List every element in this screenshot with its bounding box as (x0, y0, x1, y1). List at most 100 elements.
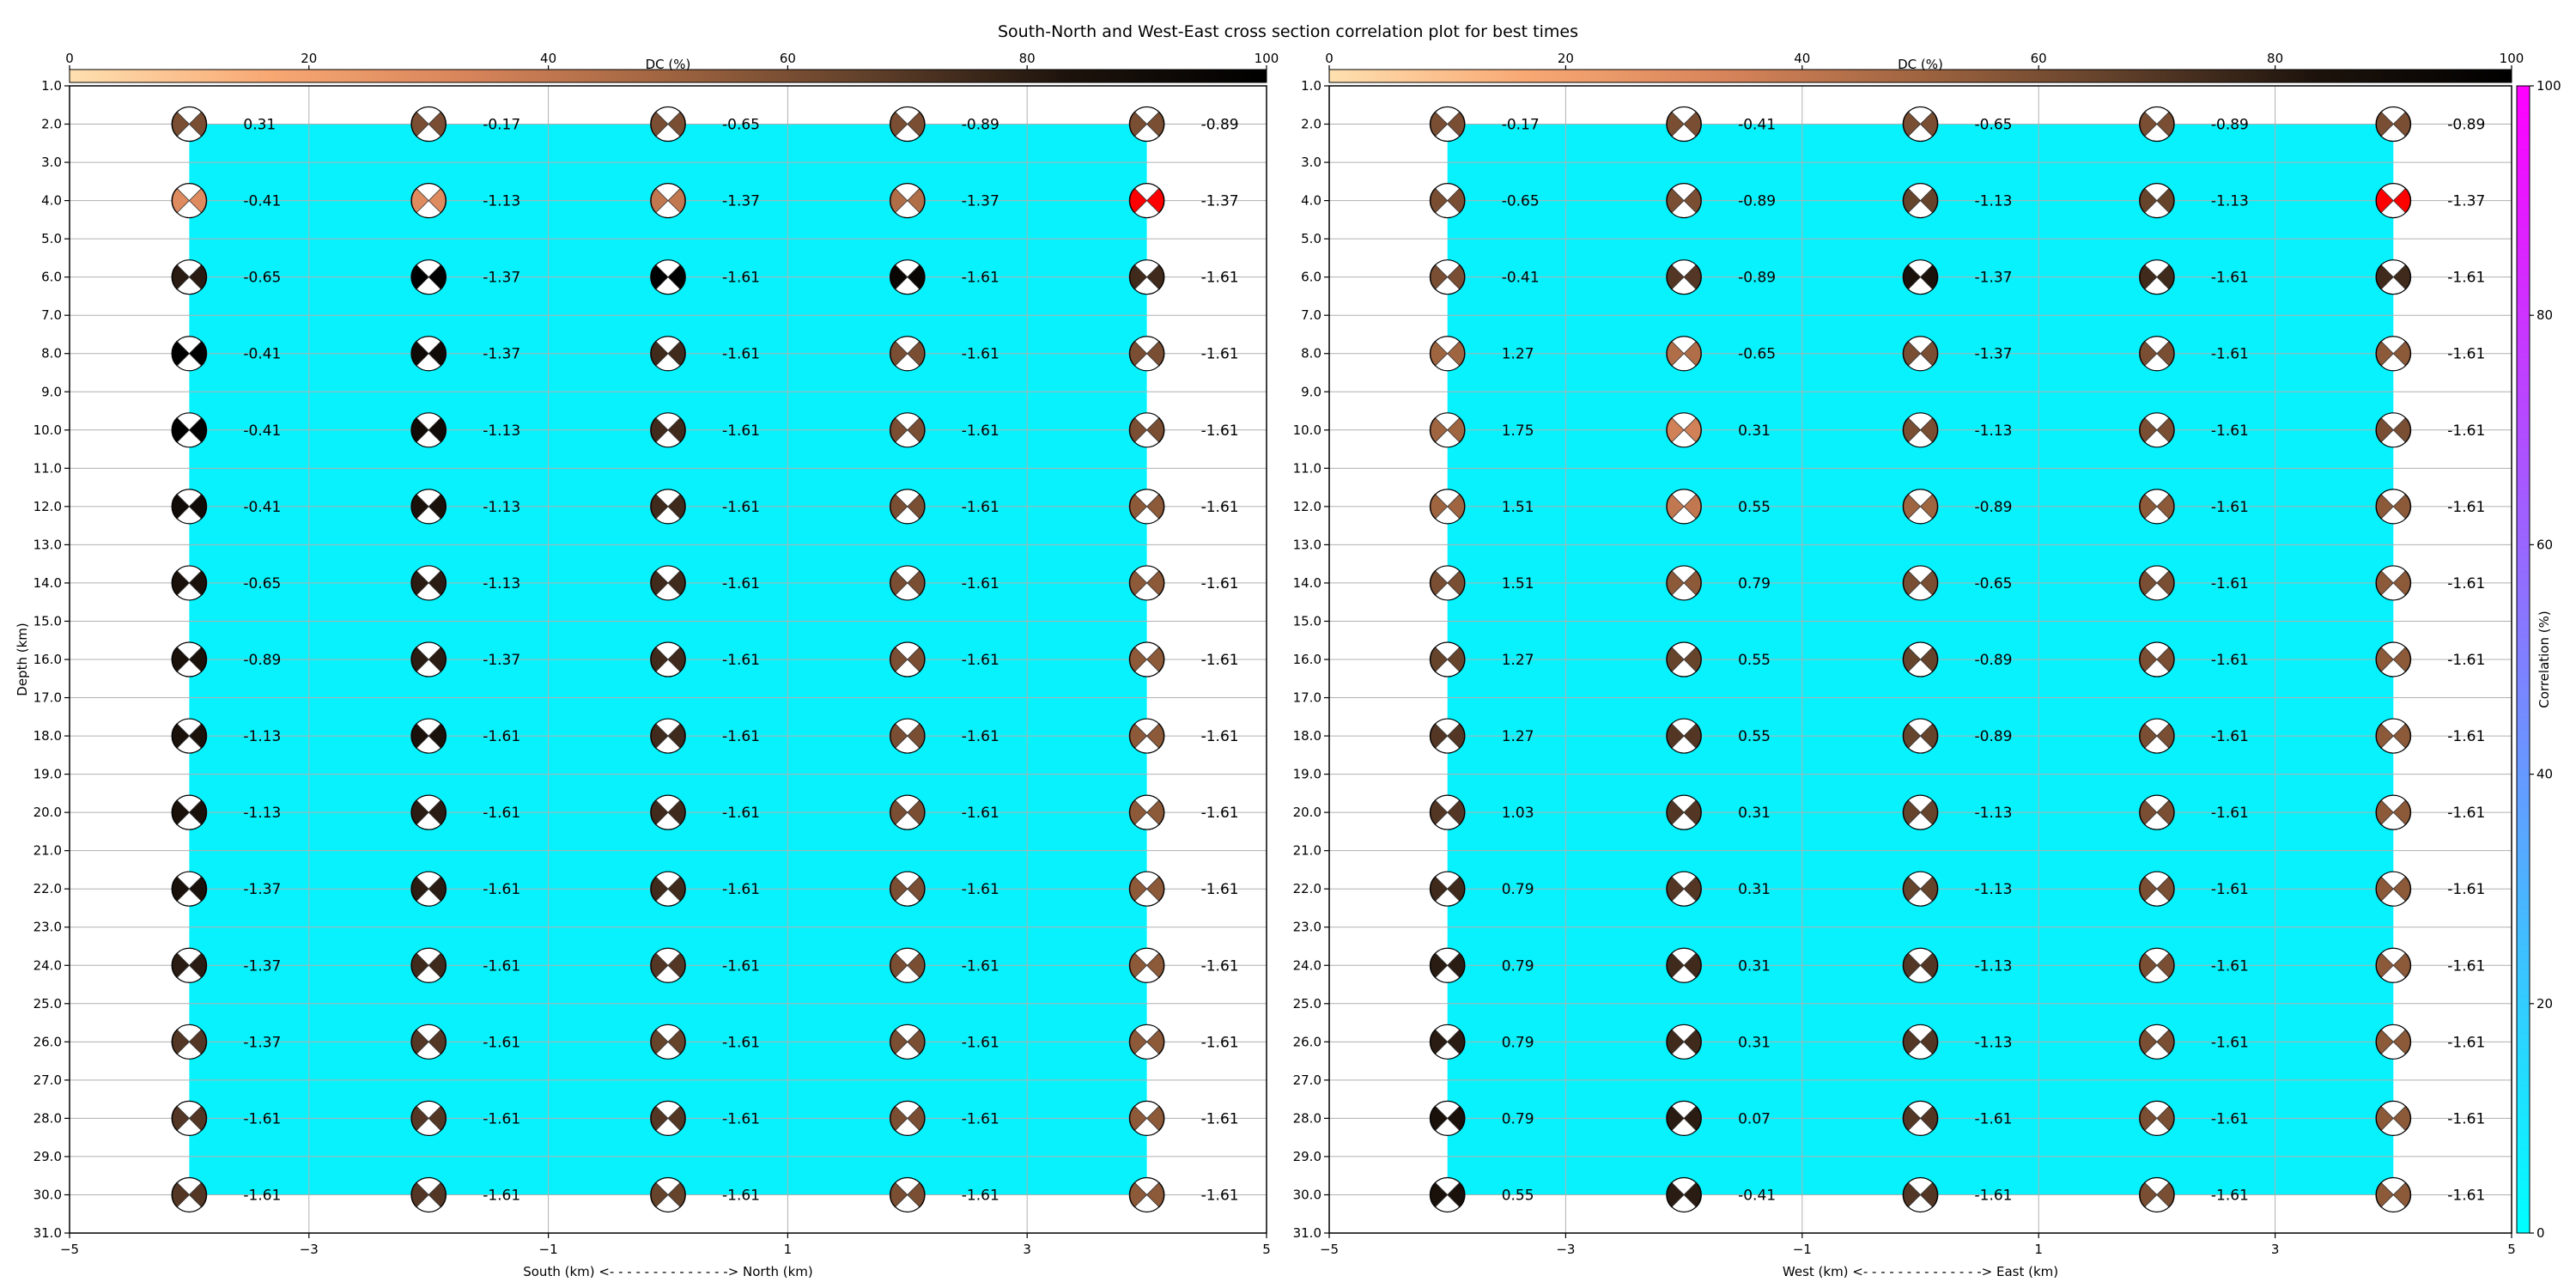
right-cc-label: 0.55 (1738, 499, 1771, 516)
left-beachball (889, 565, 926, 601)
left-beachball-outline (410, 1176, 447, 1213)
left-xtick-label: −3 (300, 1242, 319, 1257)
right-ytick-label: 31.0 (1293, 1225, 1321, 1241)
right-beachball (1902, 641, 1939, 677)
left-beachball-outline (171, 1176, 207, 1213)
left-beachball-outline (890, 1176, 926, 1213)
left-beachball (410, 183, 447, 219)
left-beachball (889, 641, 926, 677)
left-beachball (1128, 871, 1165, 907)
left-beachball-outline (410, 1024, 447, 1060)
left-beachball (410, 641, 447, 677)
left-beachball (171, 106, 208, 143)
left-cc-label: -1.61 (722, 1110, 760, 1127)
right-ytick-label: 1.0 (1301, 78, 1321, 94)
left-beachball-outline (410, 183, 447, 219)
right-cc-label: 0.31 (1738, 957, 1771, 975)
left-beachball (889, 947, 926, 983)
left-beachball-outline (171, 1100, 207, 1137)
right-beachball-outline (1902, 489, 1939, 525)
right-cc-label: -1.61 (2211, 575, 2249, 592)
right-dc-colorbar-label: DC (%) (1898, 57, 1943, 72)
corr-tick-label: 20 (2537, 996, 2553, 1012)
right-beachball-outline (2375, 336, 2411, 372)
right-beachball-outline (1666, 641, 1702, 677)
left-beachball (1128, 718, 1165, 754)
right-beachball-outline (1666, 183, 1702, 219)
left-cc-label: -0.65 (243, 270, 281, 287)
right-beachball (1429, 259, 1466, 295)
right-beachball-outline (1666, 947, 1702, 983)
right-beachball (1429, 1024, 1466, 1060)
left-cc-label: -1.61 (722, 346, 760, 363)
right-beachball (2375, 794, 2412, 830)
right-cc-label: -1.37 (2447, 193, 2485, 210)
right-beachball (2139, 183, 2175, 219)
left-dc-tick-label: 40 (540, 51, 556, 66)
left-beachball (410, 412, 447, 448)
right-beachball-outline (2375, 1024, 2411, 1060)
left-beachball (1128, 412, 1165, 448)
left-ytick-label: 16.0 (33, 652, 62, 667)
right-xtick-label: 3 (2271, 1242, 2280, 1257)
right-beachball (1429, 106, 1466, 143)
right-beachball (1666, 489, 1702, 525)
right-ytick-label: 13.0 (1293, 537, 1321, 552)
right-cc-label: -1.61 (2447, 346, 2485, 363)
right-beachball (1666, 718, 1702, 754)
right-beachball (2139, 336, 2175, 372)
right-ytick-label: 29.0 (1293, 1149, 1321, 1164)
left-beachball-outline (650, 1176, 686, 1213)
left-cc-label: -1.61 (722, 499, 760, 516)
right-cc-label: -1.61 (2447, 805, 2485, 822)
right-cc-label: -1.61 (2211, 1034, 2249, 1051)
left-cc-label: -0.41 (243, 422, 281, 440)
left-cc-label: -1.61 (1201, 652, 1239, 669)
right-xtick-label: −3 (1556, 1242, 1575, 1257)
left-ytick-label: 21.0 (33, 843, 62, 859)
right-beachball-outline (1666, 336, 1702, 372)
left-cc-label: -1.61 (243, 1187, 281, 1204)
left-beachball (889, 489, 926, 525)
left-beachball (171, 947, 208, 983)
right-beachball (1429, 412, 1466, 448)
right-beachball (1666, 412, 1702, 448)
left-beachball-outline (171, 412, 207, 448)
left-beachball (410, 794, 447, 830)
right-beachball (2139, 489, 2175, 525)
left-beachball-outline (1128, 871, 1165, 907)
right-beachball-outline (2375, 1176, 2411, 1213)
left-beachball-outline (650, 641, 686, 677)
right-beachball-outline (1666, 259, 1702, 295)
left-beachball-outline (410, 794, 447, 830)
right-beachball-outline (2139, 565, 2175, 601)
left-beachball (889, 1024, 926, 1060)
right-beachball-outline (2139, 259, 2175, 295)
left-ytick-label: 15.0 (33, 613, 62, 629)
right-ytick-label: 26.0 (1293, 1034, 1321, 1049)
corr-colorbar-label: Correlation (%) (2537, 611, 2552, 708)
right-beachball (1666, 336, 1702, 372)
left-beachball (1128, 1024, 1165, 1060)
left-beachball (1128, 183, 1165, 219)
left-beachball (171, 1024, 208, 1060)
right-beachball-outline (1430, 259, 1466, 295)
corr-tick-label: 40 (2537, 767, 2553, 782)
left-ytick-label: 29.0 (33, 1149, 62, 1164)
left-dc-tick-label: 20 (301, 51, 317, 66)
figure-title: South-North and West-East cross section … (998, 22, 1578, 41)
left-beachball-outline (171, 106, 207, 143)
left-beachball-outline (1128, 259, 1165, 295)
right-beachball (1902, 794, 1939, 830)
right-beachball (2375, 947, 2412, 983)
corr-tick-label: 100 (2537, 78, 2561, 94)
left-cc-label: -1.61 (1201, 1034, 1239, 1051)
left-cc-label: -1.61 (962, 805, 999, 822)
left-cc-label: -1.61 (483, 957, 520, 975)
left-beachball (889, 259, 926, 295)
right-cc-label: -1.61 (2211, 1110, 2249, 1127)
right-cc-label: -1.61 (2447, 1034, 2485, 1051)
right-cc-label: -0.89 (2211, 117, 2249, 134)
left-beachball-outline (890, 871, 926, 907)
right-beachball-outline (1902, 183, 1939, 219)
